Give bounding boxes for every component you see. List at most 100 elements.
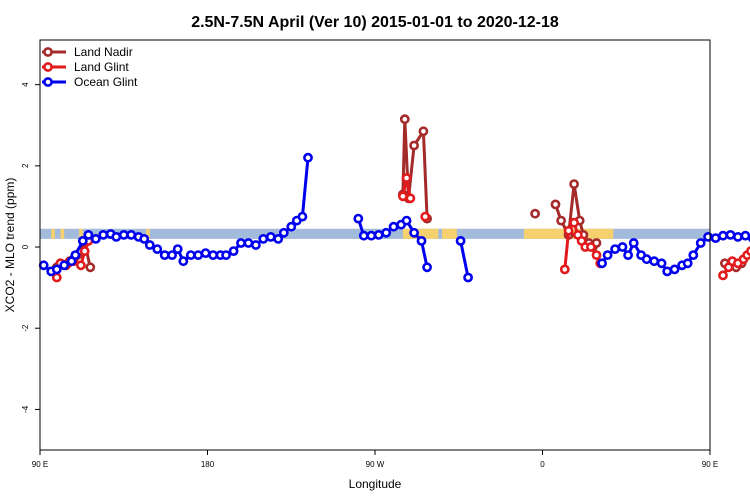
band-land	[60, 228, 65, 239]
band-land	[79, 228, 83, 239]
data-point	[144, 240, 155, 250]
data-point	[38, 260, 49, 271]
band-land	[402, 228, 439, 239]
chart-title: 2.5N-7.5N April (Ver 10) 2015-01-01 to 2…	[191, 14, 559, 31]
data-point	[641, 254, 652, 265]
x-axis-label: Longitude	[349, 477, 402, 491]
data-point	[126, 229, 137, 240]
data-point	[221, 250, 231, 260]
data-point	[416, 235, 427, 246]
band-land	[442, 228, 457, 239]
x-tick-label: 90 W	[366, 460, 385, 469]
legend-swatch-point	[43, 62, 53, 72]
data-point	[193, 250, 204, 260]
data-point	[70, 250, 81, 260]
y-tick-label: -4	[21, 405, 30, 413]
data-point	[250, 240, 261, 250]
data-point	[682, 258, 693, 269]
data-point	[591, 250, 602, 260]
data-point	[303, 152, 313, 163]
data-point	[695, 238, 706, 248]
legend-swatch-point	[43, 47, 53, 57]
data-point	[358, 230, 369, 241]
data-point	[420, 211, 431, 222]
y-tick-label: 2	[21, 163, 30, 168]
data-point	[401, 215, 412, 226]
legend-label: Land Nadir	[74, 45, 133, 59]
series-ocean-glint	[38, 152, 750, 283]
data-point	[90, 233, 101, 244]
data-point	[718, 230, 728, 241]
data-point	[83, 229, 94, 240]
data-point	[381, 227, 392, 238]
band-land	[51, 228, 55, 239]
data-point	[401, 173, 412, 183]
data-point	[569, 217, 579, 228]
data-point	[76, 260, 86, 271]
legend-label: Ocean Glint	[74, 75, 138, 89]
data-point	[286, 221, 297, 232]
data-point	[405, 193, 416, 204]
data-point	[388, 221, 399, 232]
data-point	[530, 208, 540, 219]
data-point	[656, 258, 667, 269]
data-point	[563, 225, 574, 236]
data-point	[725, 229, 736, 240]
data-point	[243, 238, 254, 248]
series-line	[459, 240, 470, 278]
data-point	[297, 211, 308, 222]
legend-label: Land Glint	[74, 60, 129, 74]
data-point	[628, 238, 639, 248]
band-land	[146, 228, 150, 239]
data-point	[77, 235, 88, 246]
data-point	[172, 244, 183, 254]
data-point	[51, 264, 62, 275]
x-tick-label: 0	[540, 460, 545, 469]
data-point	[586, 242, 596, 252]
y-axis-label: XCO2 - MLO trend (ppm)	[3, 178, 17, 313]
data-point	[422, 262, 432, 273]
data-point	[602, 250, 613, 260]
data-point	[373, 229, 384, 240]
data-point	[550, 199, 561, 210]
data-point	[688, 250, 699, 260]
plot-frame	[39, 39, 711, 451]
data-point	[366, 230, 377, 241]
data-point	[258, 233, 269, 244]
x-tick-label: 180	[201, 460, 215, 469]
data-point	[139, 233, 150, 244]
data-point	[79, 246, 90, 256]
data-point	[111, 231, 122, 242]
y-tick-label: 4	[21, 82, 30, 87]
data-point	[556, 215, 566, 226]
data-point	[703, 231, 713, 242]
data-point	[167, 250, 177, 260]
data-point	[617, 242, 628, 252]
data-point	[200, 248, 211, 258]
legend-item: Land Nadir	[42, 45, 133, 59]
x-tick-label: 90 E	[702, 460, 718, 469]
series-line	[401, 117, 429, 219]
data-point	[265, 231, 276, 242]
data-point	[273, 233, 284, 244]
data-point	[662, 266, 673, 277]
y-axis: -4 -2 0 2 4	[21, 82, 40, 413]
legend-swatch-point	[43, 77, 53, 87]
data-point	[718, 270, 728, 281]
x-tick-label: 90 E	[32, 460, 48, 469]
data-point	[59, 260, 70, 271]
data-point	[746, 246, 750, 256]
data-point	[85, 262, 96, 273]
data-point	[397, 191, 408, 202]
legend-item: Land Glint	[42, 60, 129, 74]
data-point	[353, 213, 364, 224]
data-point	[463, 272, 473, 283]
data-point	[178, 256, 189, 267]
data-point	[409, 227, 419, 238]
data-point	[228, 246, 239, 256]
data-point	[152, 244, 163, 254]
data-point	[569, 179, 579, 189]
x-axis: 90 E 180 90 W 0 90 E	[32, 450, 718, 469]
